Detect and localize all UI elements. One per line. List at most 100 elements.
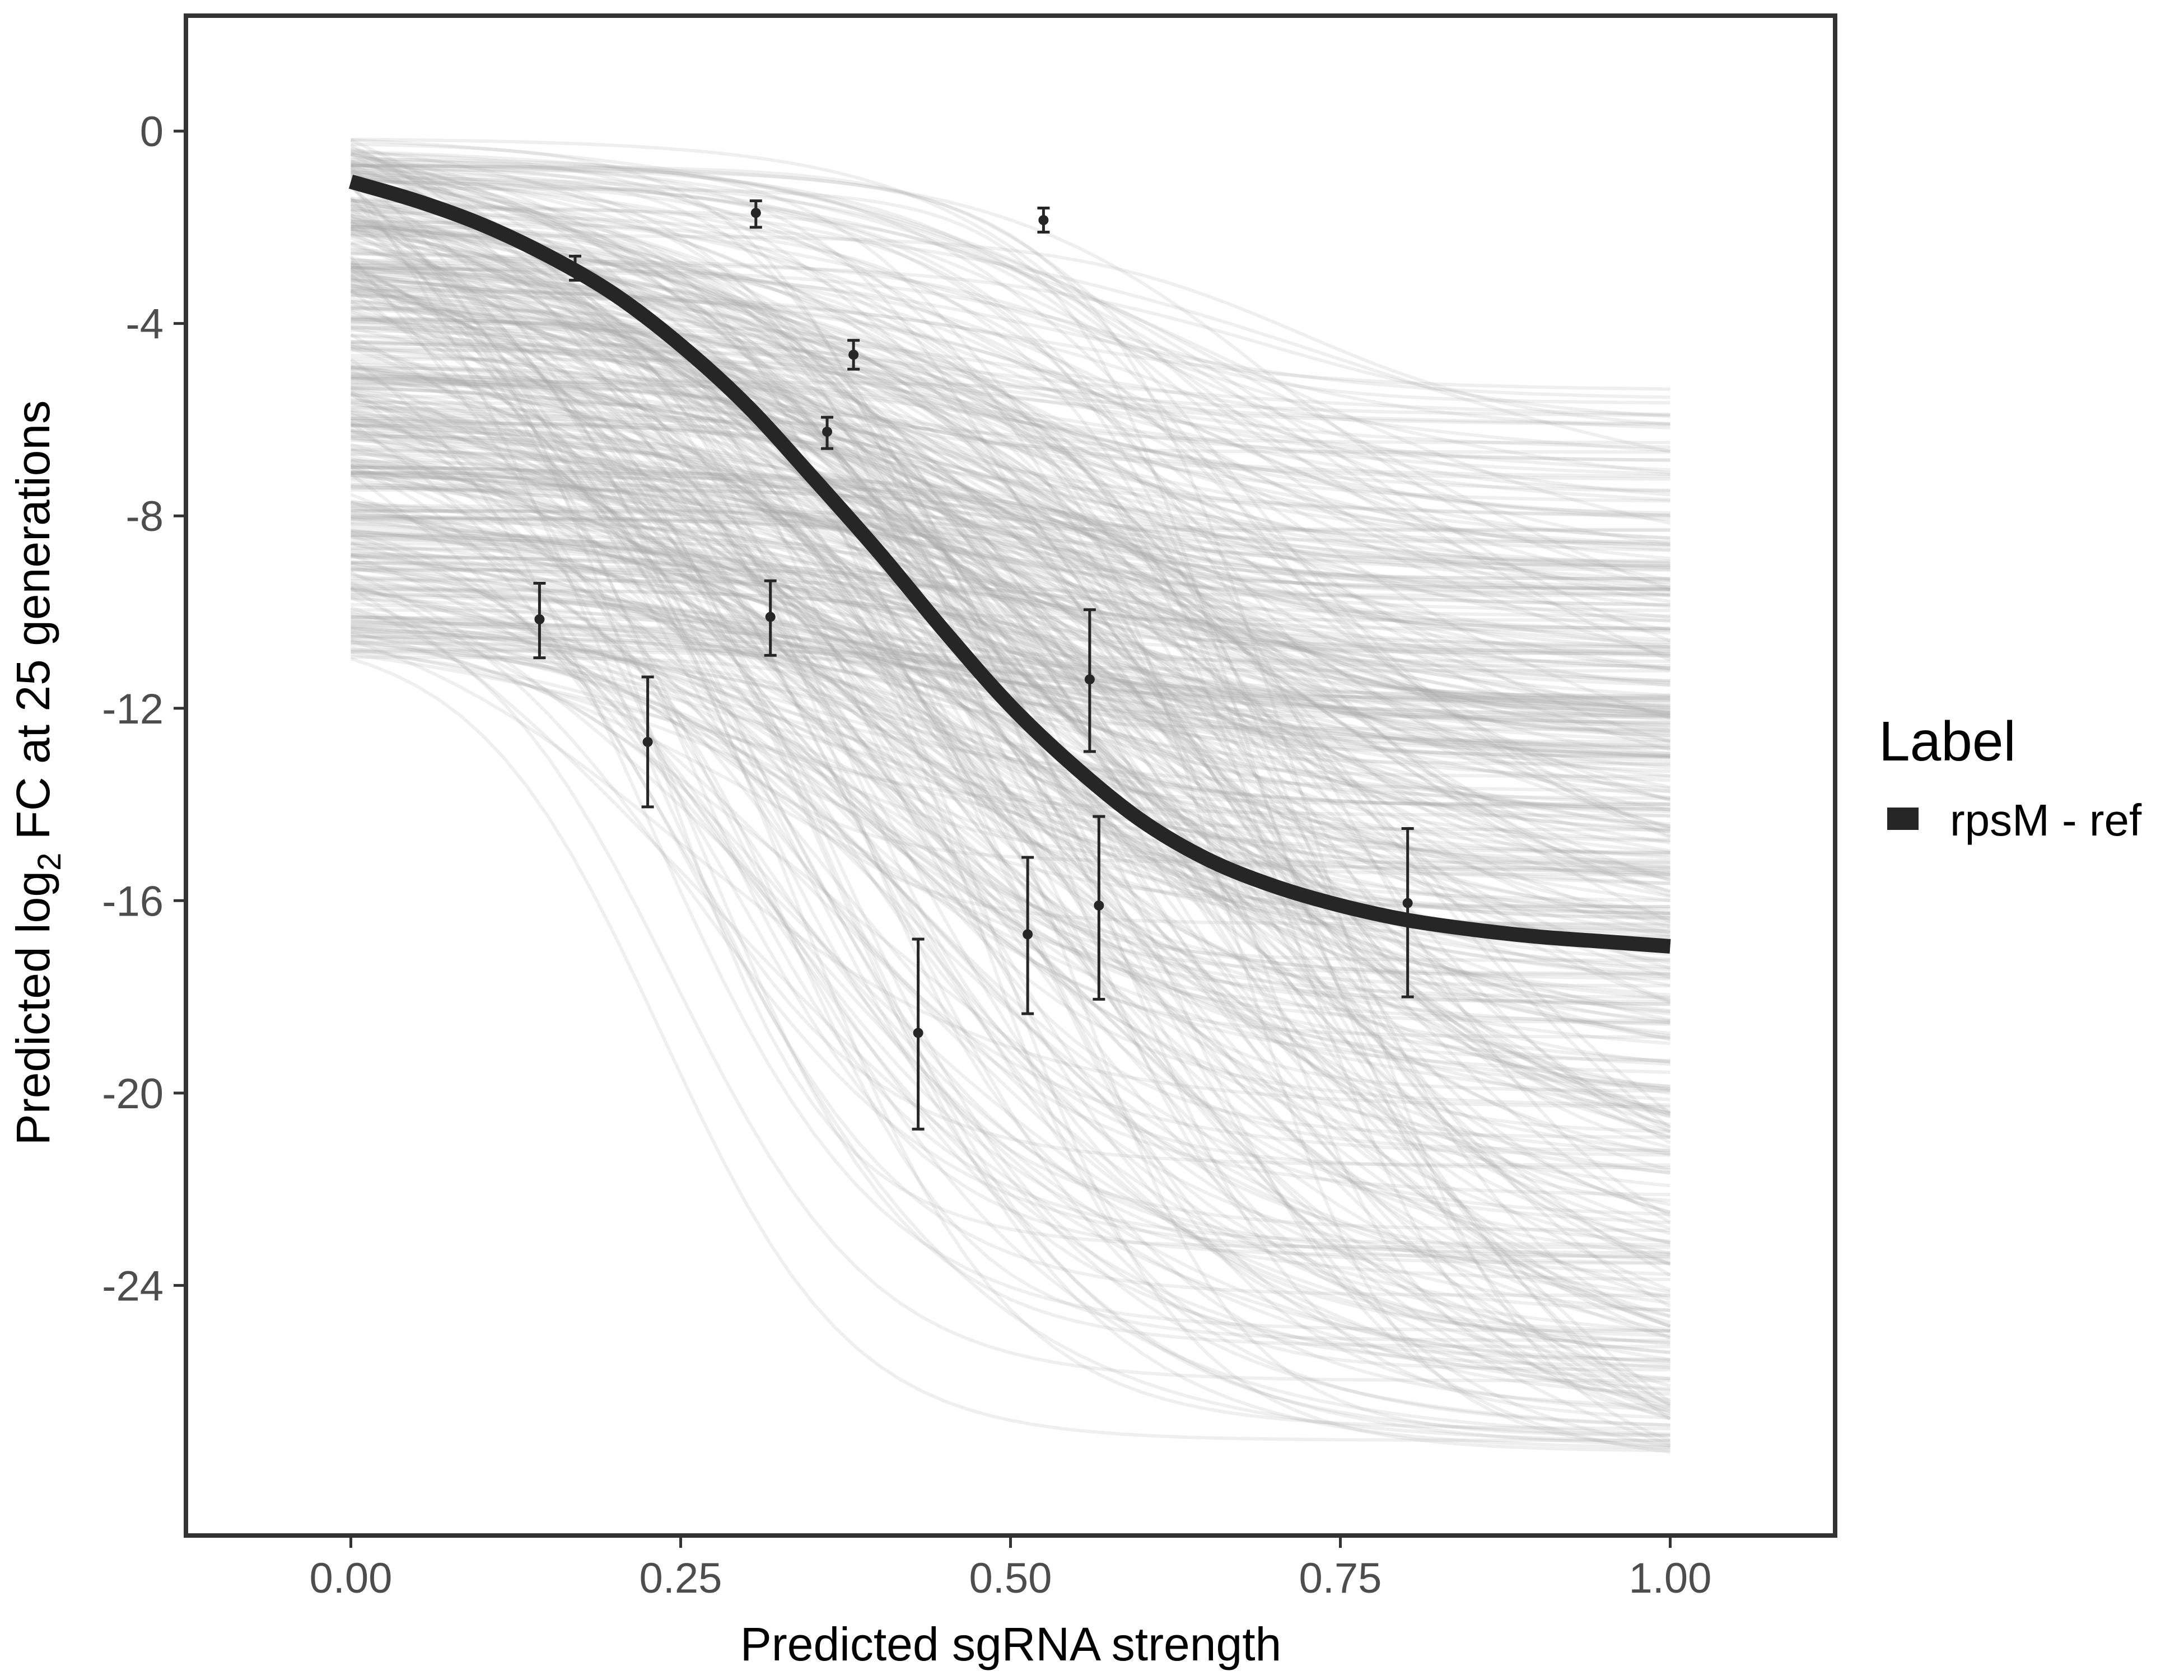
posterior-draw-line bbox=[350, 246, 1671, 965]
posterior-draw-line bbox=[351, 274, 1670, 738]
posterior-draw-line bbox=[350, 344, 1670, 1001]
posterior-draw-line bbox=[351, 615, 1670, 809]
posterior-draw-line bbox=[351, 595, 1671, 1332]
posterior-draw-line bbox=[351, 384, 1670, 1133]
y-axis-title-subscript: 2 bbox=[31, 853, 68, 871]
posterior-draw-line bbox=[351, 620, 1670, 738]
posterior-draw-line bbox=[351, 422, 1670, 920]
posterior-draw-line bbox=[350, 326, 1671, 1092]
posterior-draw-line bbox=[351, 472, 1670, 673]
posterior-draw-line bbox=[350, 586, 1670, 1006]
posterior-draw-line bbox=[351, 542, 1670, 700]
posterior-draw-line bbox=[350, 534, 1670, 1281]
posterior-draw-line bbox=[351, 615, 1670, 830]
posterior-draw-line bbox=[351, 516, 1670, 715]
posterior-draw-line bbox=[351, 348, 1671, 1418]
posterior-draw-line bbox=[350, 227, 1670, 702]
posterior-draw-line bbox=[349, 289, 1670, 1063]
posterior-draw-line bbox=[351, 417, 1670, 521]
posterior-draw-line bbox=[349, 422, 1670, 1381]
posterior-draw-line bbox=[351, 529, 1670, 1408]
posterior-draw-line bbox=[351, 631, 1671, 1127]
posterior-draw-line bbox=[351, 340, 1670, 517]
posterior-draw-line bbox=[351, 306, 1670, 652]
posterior-draw-line bbox=[350, 207, 1670, 977]
posterior-draw-line bbox=[351, 386, 1671, 1003]
posterior-draw-line bbox=[351, 486, 1670, 812]
posterior-draw-line bbox=[351, 548, 1670, 855]
posterior-draw-line bbox=[351, 530, 1671, 789]
posterior-draw-line bbox=[351, 386, 1672, 1277]
posterior-draw-line bbox=[351, 622, 1670, 744]
posterior-draw-line bbox=[351, 180, 1670, 1064]
posterior-draw-line bbox=[350, 213, 1671, 1115]
data-point bbox=[1402, 898, 1413, 908]
posterior-draw-line bbox=[351, 452, 1670, 687]
posterior-draw-line bbox=[351, 517, 1670, 721]
posterior-draw-line bbox=[351, 638, 1670, 874]
posterior-draw-line bbox=[351, 278, 1670, 502]
posterior-draw-line bbox=[351, 290, 1670, 548]
posterior-draw-line bbox=[351, 424, 1670, 597]
x-axis: 0.00 0.25 0.50 0.75 1.00 bbox=[310, 1538, 1711, 1602]
posterior-draw-line bbox=[351, 265, 1671, 883]
y-tick-label: -4 bbox=[125, 301, 164, 348]
posterior-draw-line bbox=[351, 165, 1672, 1130]
posterior-draw-line bbox=[351, 184, 1672, 1308]
posterior-draw-line bbox=[351, 447, 1670, 672]
posterior-draw-line bbox=[351, 234, 1670, 426]
y-axis-title-pre: Predicted log bbox=[7, 871, 59, 1145]
posterior-draw-line bbox=[351, 171, 1671, 1156]
posterior-draw-line bbox=[351, 618, 1670, 916]
posterior-draw-line bbox=[351, 393, 1670, 623]
posterior-draw-line bbox=[349, 268, 1670, 1090]
data-point bbox=[822, 426, 833, 437]
posterior-draw-line bbox=[351, 552, 1670, 710]
panel-border bbox=[184, 13, 1837, 1538]
posterior-draw-line bbox=[351, 258, 1671, 929]
posterior-draw-line bbox=[350, 413, 1670, 1348]
posterior-draw-line bbox=[351, 366, 1670, 1312]
posterior-draw-line bbox=[350, 638, 1670, 1109]
posterior-draw-line bbox=[351, 488, 1670, 631]
posterior-draw-line bbox=[351, 375, 1670, 699]
data-point bbox=[570, 263, 581, 273]
data-point bbox=[1094, 900, 1104, 911]
posterior-draw-line bbox=[351, 428, 1670, 612]
posterior-draw-line bbox=[351, 204, 1671, 1328]
posterior-draw-line bbox=[351, 199, 1670, 908]
posterior-draw-line bbox=[350, 170, 1670, 590]
posterior-draw-line bbox=[351, 163, 1670, 656]
posterior-draw-line bbox=[351, 316, 1670, 452]
posterior-draw-line bbox=[349, 166, 1670, 1088]
posterior-draw-line bbox=[351, 167, 1670, 1139]
posterior-draw-line bbox=[351, 515, 1670, 734]
posterior-draw-line bbox=[351, 353, 1670, 590]
x-tick-label: 0.50 bbox=[969, 1555, 1052, 1602]
y-tick-label: -20 bbox=[102, 1070, 164, 1118]
posterior-draw-line bbox=[351, 414, 1670, 581]
posterior-draw-line bbox=[351, 634, 1670, 843]
posterior-draw-line bbox=[351, 436, 1670, 649]
posterior-draw-line bbox=[351, 435, 1670, 1371]
posterior-draw-line bbox=[351, 400, 1670, 503]
posterior-draw-line bbox=[351, 553, 1671, 1235]
posterior-draw-line bbox=[351, 641, 1670, 748]
posterior-draw-line bbox=[351, 333, 1670, 716]
posterior-draw-line bbox=[351, 277, 1670, 718]
posterior-draw-line bbox=[351, 610, 1671, 1328]
posterior-draw-line bbox=[350, 410, 1670, 750]
data-point bbox=[1084, 674, 1095, 685]
posterior-draw-line bbox=[351, 300, 1670, 427]
posterior-draw-line bbox=[350, 391, 1670, 1046]
legend-label-rpsm-ref: rpsM - ref bbox=[1950, 795, 2142, 845]
posterior-draw-line bbox=[351, 430, 1670, 717]
posterior-draw-line bbox=[351, 482, 1670, 902]
posterior-draw-line bbox=[351, 156, 1671, 662]
posterior-draw-line bbox=[351, 464, 1671, 1138]
posterior-draw-line bbox=[351, 547, 1670, 976]
posterior-draw-line bbox=[351, 163, 1670, 862]
posterior-draw-line bbox=[351, 376, 1670, 547]
posterior-draw-line bbox=[351, 466, 1670, 683]
